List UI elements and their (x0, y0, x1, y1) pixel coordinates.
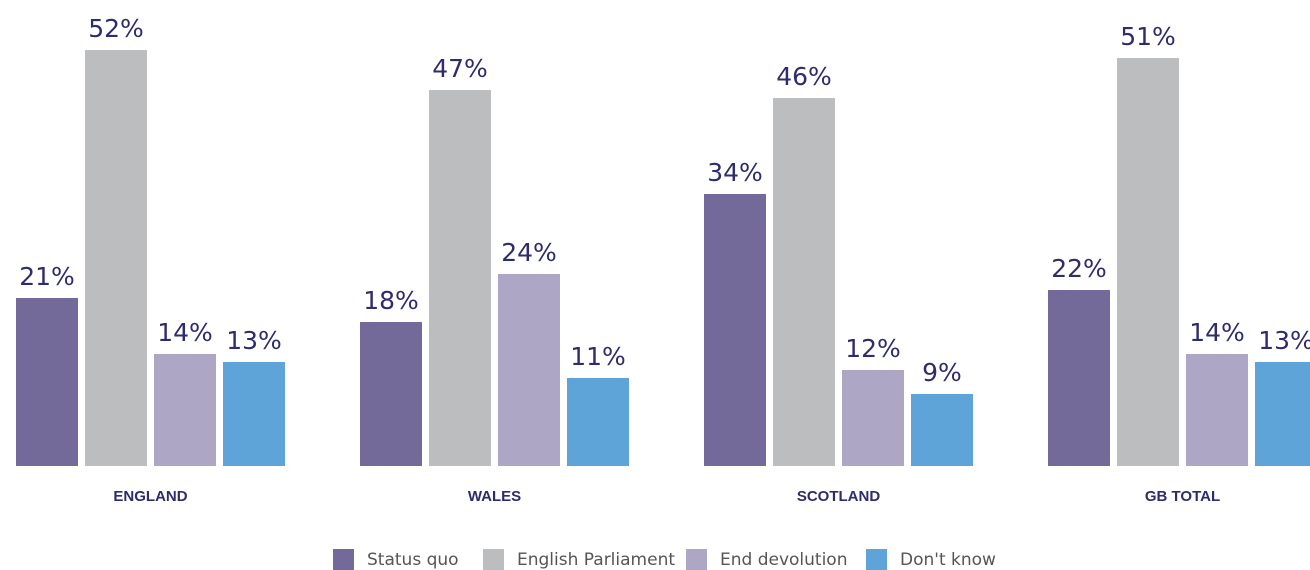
category-label: ENGLAND (113, 488, 187, 505)
value-label: 11% (570, 342, 626, 371)
category-label: WALES (468, 488, 521, 505)
bar (85, 50, 147, 466)
legend-label: End devolution (720, 550, 847, 570)
value-label: 14% (1189, 318, 1245, 347)
value-label: 12% (845, 334, 901, 363)
legend-label: Don't know (900, 550, 996, 570)
bar (704, 194, 766, 466)
category-label: GB TOTAL (1145, 488, 1220, 505)
value-label: 13% (1258, 326, 1310, 355)
bar (911, 394, 973, 466)
value-label: 13% (226, 326, 282, 355)
value-label: 21% (19, 262, 75, 291)
bar (1255, 362, 1310, 466)
value-label: 34% (707, 158, 763, 187)
value-label: 46% (776, 62, 832, 91)
legend-swatch (686, 549, 707, 570)
value-label: 22% (1051, 254, 1107, 283)
bar (498, 274, 560, 466)
value-label: 47% (432, 54, 488, 83)
bar (429, 90, 491, 466)
legend-swatch (483, 549, 504, 570)
legend-label: Status quo (367, 550, 459, 570)
category-label: SCOTLAND (797, 488, 880, 505)
value-label: 9% (922, 358, 962, 387)
bar (773, 98, 835, 466)
legend-label: English Parliament (517, 550, 675, 570)
bar (360, 322, 422, 466)
bar (1117, 58, 1179, 466)
bar (1186, 354, 1248, 466)
legend-swatch (866, 549, 887, 570)
value-label: 51% (1120, 22, 1176, 51)
bar (842, 370, 904, 466)
bar (16, 298, 78, 466)
value-label: 14% (157, 318, 213, 347)
value-label: 24% (501, 238, 557, 267)
value-label: 52% (88, 14, 144, 43)
value-label: 18% (363, 286, 419, 315)
bar (1048, 290, 1110, 466)
bar (154, 354, 216, 466)
bar (567, 378, 629, 466)
legend-swatch (333, 549, 354, 570)
bar (223, 362, 285, 466)
